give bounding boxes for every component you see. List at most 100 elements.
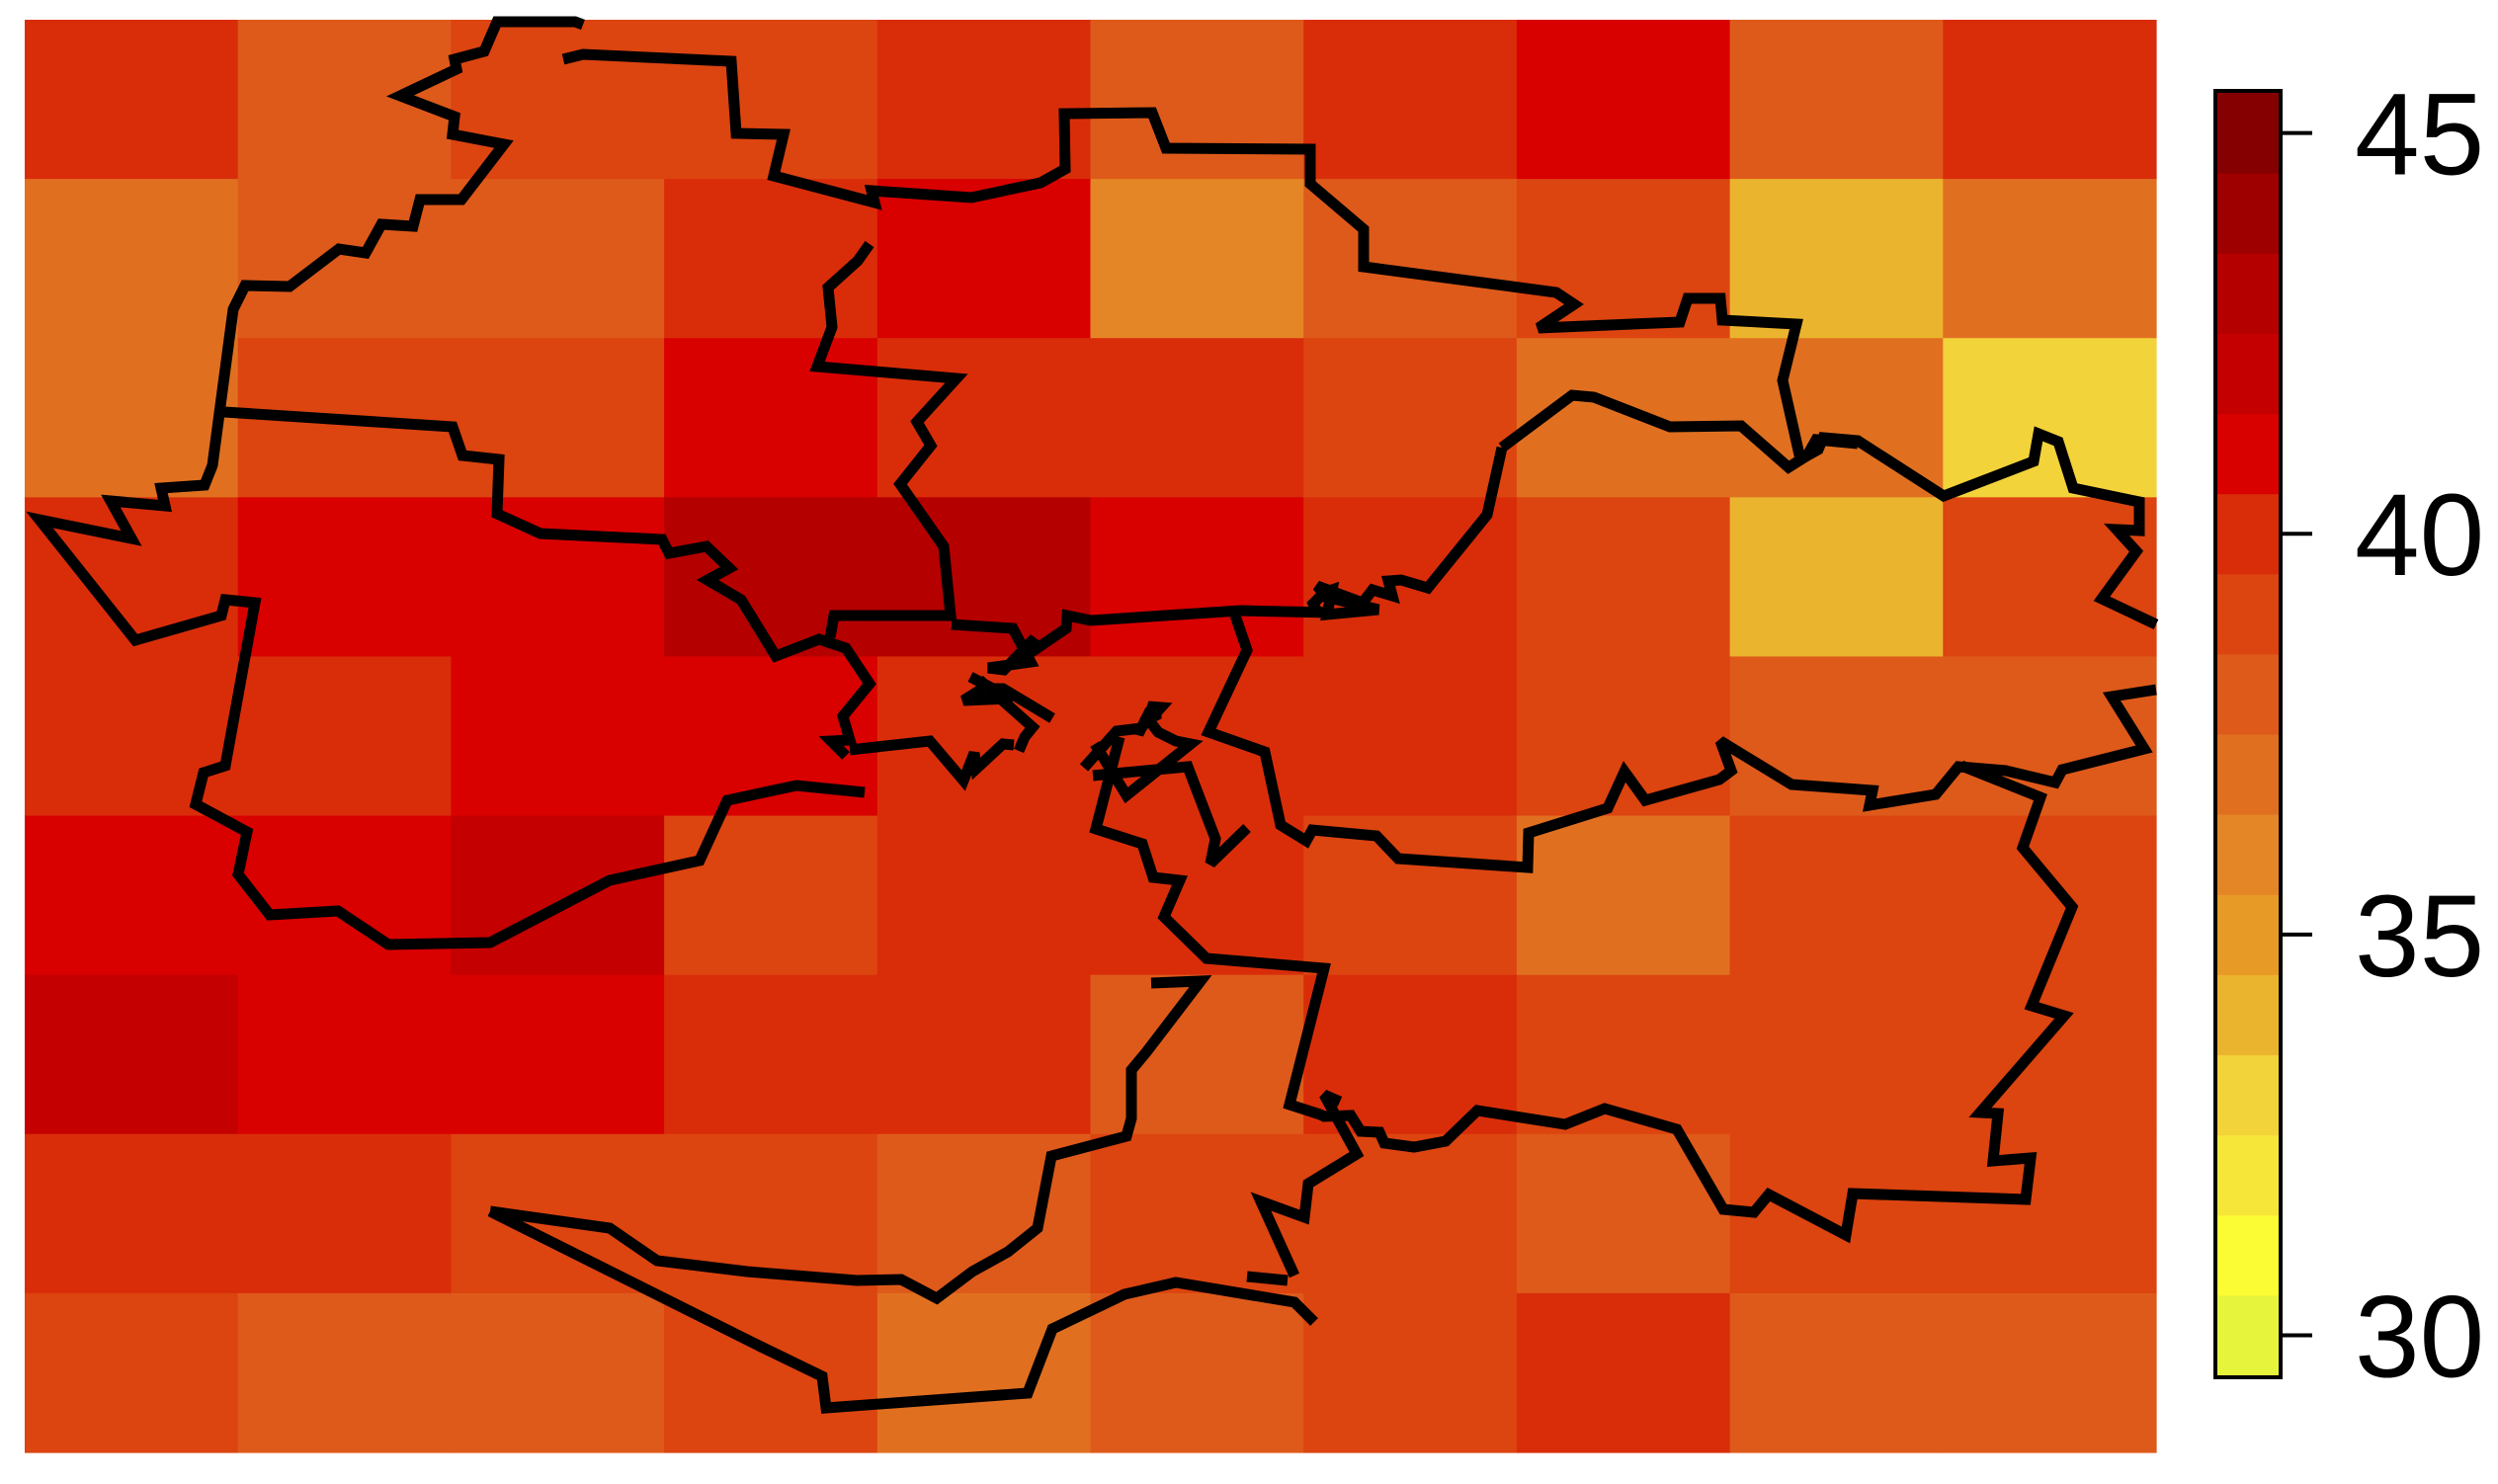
colorbar-swatch (2217, 814, 2279, 895)
heatmap-cell (1090, 1292, 1304, 1453)
heatmap-cell (237, 974, 452, 1135)
heatmap-cell (664, 815, 878, 976)
colorbar-swatch (2217, 413, 2279, 495)
heatmap-cell (25, 974, 239, 1135)
heatmap-cell (1943, 20, 2157, 180)
border-line (1306, 446, 1508, 621)
heatmap-cell (1090, 338, 1304, 498)
colorbar-tick-label-35: 35 (2355, 871, 2484, 1002)
heatmap-cell (664, 974, 878, 1135)
heatmap-cell (1090, 179, 1304, 339)
colorbar-swatch (2217, 573, 2279, 655)
border-line (1089, 735, 2079, 1244)
colorbar-swatch (2217, 1134, 2279, 1216)
heatmap-cell (1516, 497, 1731, 658)
colorbar-swatch (2217, 653, 2279, 735)
heatmap-cell (1516, 656, 1731, 817)
heatmap-cell (1516, 815, 1731, 976)
heatmap-cell (1729, 1292, 1944, 1453)
heatmap-cell (664, 497, 878, 658)
heatmap-cell (876, 1292, 1092, 1453)
heatmap-cell (1729, 497, 1944, 658)
colorbar-swatch (2217, 173, 2279, 254)
heatmap-cell (237, 815, 452, 976)
heatmap-cell (1303, 656, 1518, 817)
heatmap-cell (451, 1292, 665, 1453)
heatmap-cell (25, 656, 239, 817)
border-line (489, 975, 1212, 1305)
heatmap-cell (451, 815, 665, 976)
heatmap-cells (25, 20, 2157, 1453)
heatmap-cell (1943, 179, 2157, 339)
border-line (1246, 1271, 1289, 1286)
heatmap-cell (237, 1292, 452, 1453)
heatmap-cell (1729, 974, 1944, 1135)
heatmap-cell (451, 179, 665, 339)
heatmap-cell (1516, 179, 1731, 339)
heatmap-cell (1303, 1133, 1518, 1294)
heatmap-cell (876, 179, 1092, 339)
heatmap-cell (664, 338, 878, 498)
border-line (849, 735, 1015, 791)
heatmap-cell (664, 179, 878, 339)
colorbar-swatch (2217, 493, 2279, 575)
heatmap-cell (664, 20, 878, 180)
colorbar-swatch (2217, 894, 2279, 975)
border-line (1498, 389, 1859, 474)
heatmap-cell (1303, 338, 1518, 498)
heatmap-cell (25, 179, 239, 339)
heatmap-cell (237, 656, 452, 817)
heatmap-cell (1090, 974, 1304, 1135)
heatmap-cell (1516, 1292, 1731, 1453)
colorbar-swatches (2217, 93, 2279, 1376)
heatmap-cell (451, 338, 665, 498)
heatmap-cell (1516, 20, 1731, 180)
heatmap-cell (451, 497, 665, 658)
colorbar-swatch (2217, 93, 2279, 174)
border-line (960, 672, 1055, 723)
border-line (1201, 614, 2157, 873)
heatmap-cell (25, 338, 239, 498)
heatmap-cell (25, 1133, 239, 1294)
heatmap-cell (451, 656, 665, 817)
border-line (223, 406, 876, 760)
colorbar-tick-label-45: 45 (2355, 70, 2484, 201)
heatmap-cell (1943, 338, 2157, 498)
heatmap-cell (1090, 20, 1304, 180)
heatmap-cell (451, 1133, 665, 1294)
border-line (809, 240, 968, 638)
heatmap-cell (451, 974, 665, 1135)
heatmap-cell (1943, 656, 2157, 817)
colorbar-tick-label-30: 30 (2355, 1272, 2484, 1402)
heatmap-cell (1729, 1133, 1944, 1294)
heatmap-cell (876, 20, 1092, 180)
heatmap-cell (1303, 1292, 1518, 1453)
heatmap-cell (1729, 815, 1944, 976)
heatmap-cell (1943, 497, 2157, 658)
country-borders (26, 16, 2159, 1414)
heatmap-cell (1516, 974, 1731, 1135)
heatmap-cell (237, 497, 452, 658)
heatmap-cell (25, 1292, 239, 1453)
border-line (975, 675, 1041, 754)
border-line (1079, 701, 1204, 804)
heatmap-cell (1943, 1133, 2157, 1294)
colorbar-tick-label-40: 40 (2355, 470, 2484, 601)
border-line (487, 1206, 1318, 1414)
border-line (26, 16, 866, 950)
colorbar: 45 40 35 30 (2213, 70, 2484, 1402)
colorbar-swatch (2217, 253, 2279, 334)
heatmap-cell (25, 20, 239, 180)
heatmap-cell (1303, 20, 1518, 180)
heatmap-cell (1729, 20, 1944, 180)
colorbar-swatch (2217, 734, 2279, 815)
colorbar-swatch (2217, 974, 2279, 1056)
colorbar-swatch (2217, 333, 2279, 415)
heatmap-cell (1303, 815, 1518, 976)
heatmap-cell (1516, 338, 1731, 498)
colorbar-swatch (2217, 1214, 2279, 1296)
colorbar-ticks: 45 40 35 30 (2281, 70, 2484, 1402)
colorbar-swatch (2217, 1054, 2279, 1136)
heatmap-cell (1943, 1292, 2157, 1453)
